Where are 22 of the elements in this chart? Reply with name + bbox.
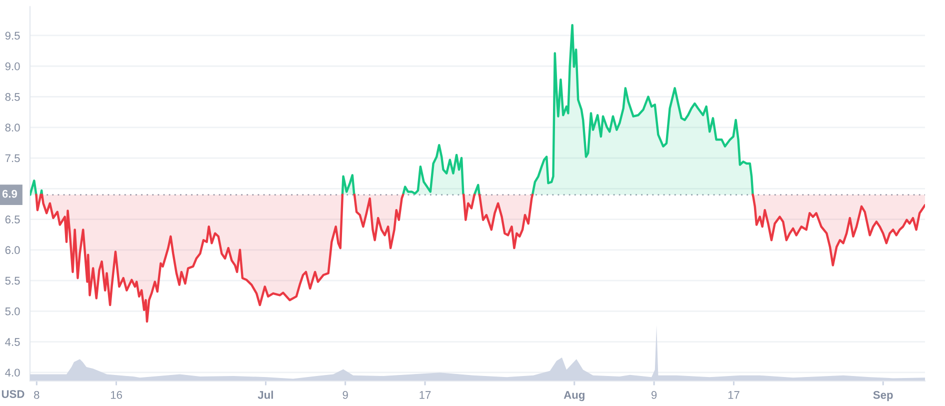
x-tick-label: 17 (728, 391, 740, 399)
y-tick-label: 8.5 (5, 93, 20, 101)
y-tick-label: 6.0 (5, 246, 20, 254)
x-tick-label: 8 (34, 391, 40, 399)
y-tick-label: 5.5 (5, 276, 20, 285)
x-tick-label: Sep (873, 391, 893, 402)
y-tick-label: 4.5 (5, 338, 20, 346)
x-tick-label: Aug (564, 391, 584, 402)
y-axis-title: USD (2, 390, 24, 398)
x-tick-label: 17 (420, 391, 431, 399)
y-tick-label: 5.0 (5, 307, 20, 316)
x-tick-label: Jul (258, 390, 273, 399)
y-tick-label: 4.0 (5, 368, 20, 377)
y-tick-label: 8.0 (5, 124, 20, 132)
x-tick-label: 16 (110, 391, 122, 399)
ref-line-label: 6.9 (2, 190, 18, 198)
y-tick-label: 6.5 (5, 216, 20, 224)
x-tick-label: 9 (342, 391, 348, 399)
y-tick-label: 9.0 (5, 62, 20, 70)
x-tick-label: 9 (651, 391, 657, 399)
y-tick-label: 9.5 (5, 32, 20, 40)
y-tick-label: 7.5 (5, 154, 20, 162)
